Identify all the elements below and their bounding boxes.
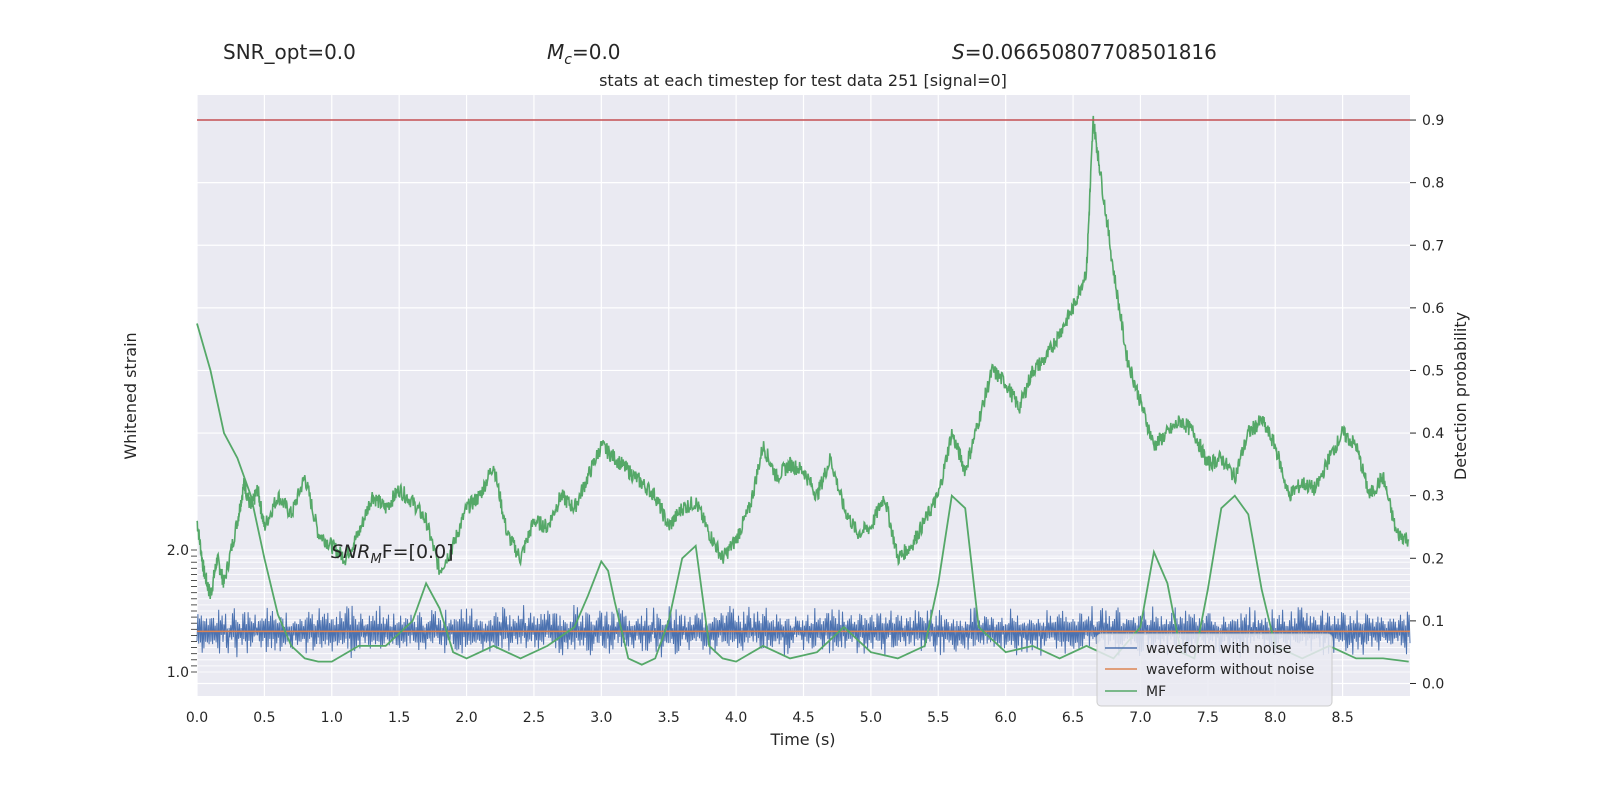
x-tick-label: 3.5	[658, 710, 680, 726]
mc-subscript: c	[564, 52, 572, 68]
right-tick-label: 0.3	[1422, 489, 1444, 505]
snr-mf-suffix: F=[0.0]	[382, 541, 454, 563]
left-axis-label: Whitened strain	[121, 332, 140, 459]
x-tick-label: 7.5	[1197, 710, 1219, 726]
x-axis-label: Time (s)	[769, 730, 835, 749]
snr-mf-subscript: M	[370, 552, 381, 567]
x-tick-label: 2.5	[523, 710, 545, 726]
x-tick-label: 1.0	[321, 710, 343, 726]
snr-opt-label: SNR_opt=0.0	[223, 40, 356, 64]
legend-label-clean: waveform without noise	[1146, 662, 1314, 678]
x-tick-label: 7.0	[1129, 710, 1151, 726]
mc-symbol: M	[547, 40, 564, 64]
right-axis-label: Detection probability	[1451, 312, 1470, 480]
legend: waveform with noise waveform without noi…	[1096, 633, 1333, 707]
mc-label: Mc=0.0	[547, 40, 621, 68]
right-tick-label: 0.7	[1422, 238, 1444, 254]
x-tick-label: 5.5	[927, 710, 949, 726]
x-tick-label: 3.0	[590, 710, 612, 726]
s-symbol: S	[952, 40, 965, 64]
mc-value: =0.0	[572, 40, 621, 64]
chart-title: stats at each timestep for test data 251…	[599, 71, 1007, 90]
x-tick-label: 0.0	[186, 710, 208, 726]
s-value: =0.06650807708501816	[965, 40, 1217, 64]
x-axis-ticks: 0.0 0.5 1.0 1.5 2.0 2.5 3.0 3.5 4.0 4.5 5.0 5.5 6.0 6…	[186, 710, 1354, 726]
x-tick-label: 8.5	[1331, 710, 1353, 726]
x-tick-label: 4.0	[725, 710, 747, 726]
x-tick-label: 6.0	[995, 710, 1017, 726]
right-tick-label: 0.5	[1422, 363, 1444, 379]
x-tick-label: 0.5	[253, 710, 275, 726]
x-tick-label: 2.0	[455, 710, 477, 726]
detection-probability-line	[196, 115, 1410, 599]
x-tick-label: 1.5	[388, 710, 410, 726]
snr-mf-prefix: SNR	[331, 541, 370, 563]
legend-box	[1096, 633, 1333, 707]
right-tick-label: 0.4	[1422, 426, 1444, 442]
right-tick-label: 0.8	[1422, 176, 1444, 192]
x-tick-label: 8.0	[1264, 710, 1286, 726]
left-tick-label: 1.0	[167, 665, 189, 681]
x-tick-label: 5.0	[860, 710, 882, 726]
right-tick-label: 0.9	[1422, 113, 1444, 129]
s-label: S=0.06650807708501816	[952, 40, 1217, 64]
left-axis-ticks: 1.0 2.0	[167, 543, 197, 681]
right-tick-label: 0.2	[1422, 551, 1444, 567]
left-tick-label: 2.0	[167, 543, 189, 559]
x-tick-label: 4.5	[792, 710, 814, 726]
right-tick-label: 0.6	[1422, 301, 1444, 317]
right-tick-label: 0.0	[1422, 676, 1444, 692]
x-tick-label: 6.5	[1062, 710, 1084, 726]
snr-mf-annotation: SNRMF=[0.0]	[331, 541, 454, 567]
legend-label-mf: MF	[1146, 684, 1166, 700]
right-tick-label: 0.1	[1422, 614, 1444, 630]
right-axis-ticks: 0.0 0.1 0.2 0.3 0.4 0.5 0.6 0.7 0.8 0.9	[1410, 113, 1444, 692]
legend-label-noise: waveform with noise	[1146, 641, 1291, 657]
